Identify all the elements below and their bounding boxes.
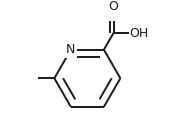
Text: O: O <box>109 0 119 13</box>
Text: N: N <box>66 43 75 56</box>
Text: OH: OH <box>129 27 149 40</box>
